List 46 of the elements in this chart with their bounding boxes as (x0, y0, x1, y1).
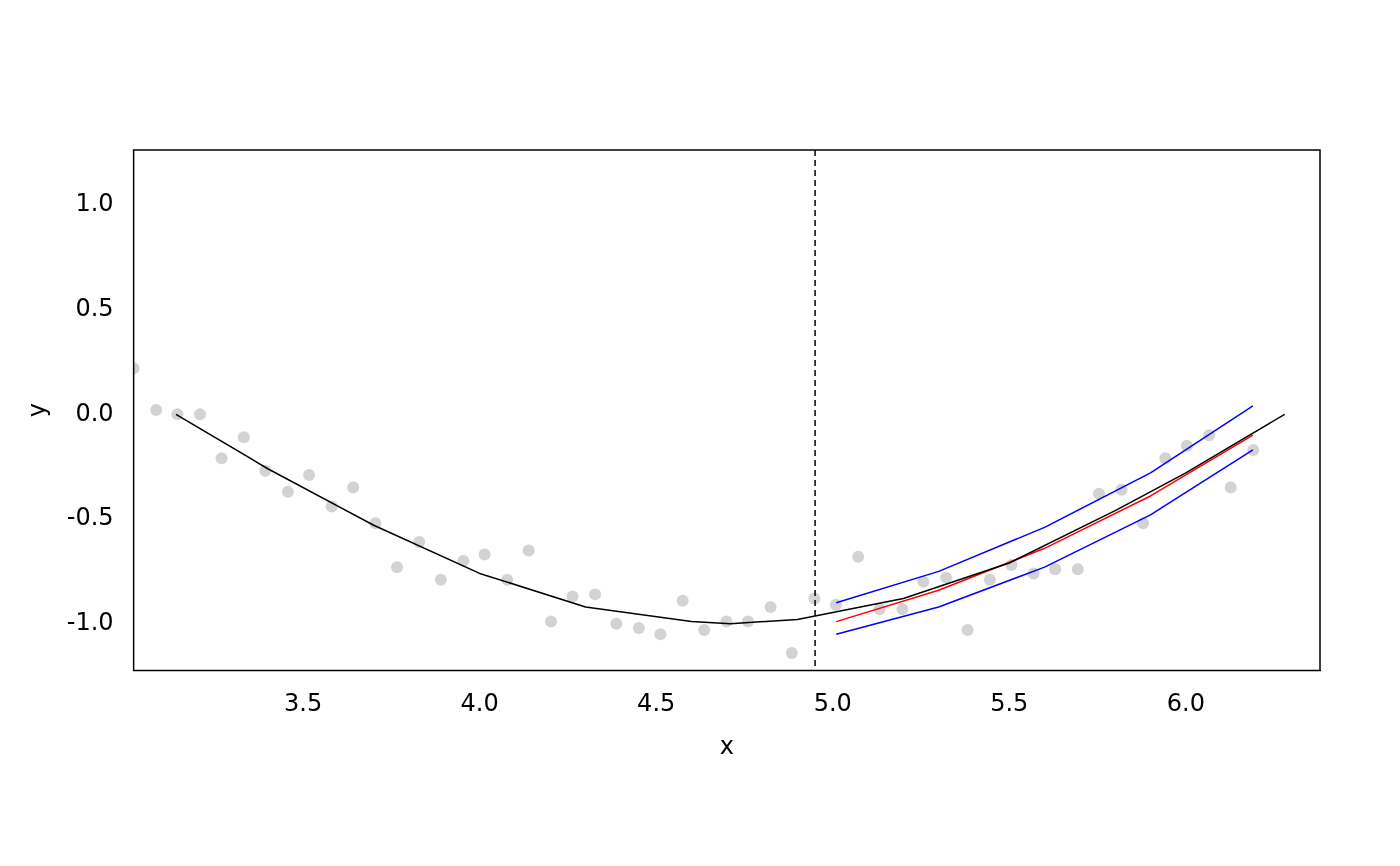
point (940, 571, 953, 584)
point (1049, 563, 1062, 576)
x-tick-label: 3.5 (284, 689, 323, 718)
point (303, 469, 316, 482)
point (785, 647, 798, 660)
point (1092, 487, 1105, 500)
point (566, 590, 579, 603)
point (961, 623, 974, 636)
point (478, 548, 491, 561)
point (698, 623, 711, 636)
y-tick-label: 0.0 (75, 398, 114, 427)
point (434, 573, 447, 586)
point (610, 617, 623, 630)
point (1071, 563, 1084, 576)
point (150, 404, 163, 417)
point (544, 615, 557, 628)
x-tick-label: 4.5 (637, 689, 676, 718)
point (281, 485, 294, 498)
y-tick-label: -0.5 (66, 503, 114, 532)
y-tick-label: 1.0 (75, 189, 114, 218)
point (589, 588, 602, 601)
x-tick-label: 5.0 (813, 689, 852, 718)
point (1224, 481, 1237, 494)
x-tick-label: 6.0 (1166, 689, 1205, 718)
x-tick-label: 4.0 (460, 689, 499, 718)
point (194, 408, 207, 421)
point (983, 573, 996, 586)
y-tick-label: 0.5 (75, 293, 114, 322)
point (917, 575, 930, 588)
point (654, 628, 667, 641)
x-tick-label: 5.5 (990, 689, 1029, 718)
point (215, 452, 228, 465)
point (829, 598, 842, 611)
y-axis-title: y (22, 403, 51, 418)
point (896, 603, 909, 616)
point (852, 550, 865, 563)
y-tick-label: -1.0 (66, 607, 114, 636)
point (632, 621, 645, 634)
point (237, 431, 250, 444)
point (764, 600, 777, 613)
point (676, 594, 689, 607)
point (391, 561, 404, 574)
point (522, 544, 535, 557)
x-axis-title: x (719, 731, 734, 760)
point (1247, 443, 1260, 456)
point (347, 481, 360, 494)
